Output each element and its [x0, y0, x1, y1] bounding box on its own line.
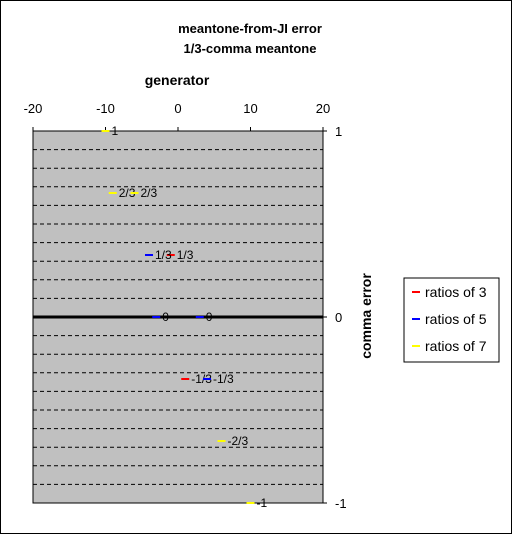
data-label: 1/3: [155, 248, 172, 262]
chart-subtitle: 1/3-comma meantone: [184, 41, 317, 56]
y-tick-label: 0: [335, 310, 342, 325]
y-axis-label: comma error: [358, 273, 374, 359]
data-label: 1: [112, 124, 119, 138]
data-label: -1: [257, 496, 268, 510]
legend-entry: ratios of 5: [425, 311, 487, 327]
data-label: -1/3: [213, 372, 234, 386]
x-tick-label: -10: [96, 101, 115, 116]
y-tick-label: 1: [335, 124, 342, 139]
legend-entry: ratios of 3: [425, 284, 487, 300]
legend: ratios of 3 ratios of 5 ratios of 7: [403, 277, 500, 363]
data-label: 2/3: [141, 186, 158, 200]
data-label: -1/3: [191, 372, 212, 386]
data-label: 1/3: [177, 248, 194, 262]
data-label: -2/3: [228, 434, 249, 448]
x-tick-label: 20: [316, 101, 330, 116]
data-label: 2/3: [119, 186, 136, 200]
y-ticks: 1 0 -1: [323, 124, 347, 511]
grid-lines: [33, 149, 323, 485]
data-label: 0: [206, 310, 213, 324]
legend-entry: ratios of 7: [425, 338, 487, 354]
x-tick-label: -20: [24, 101, 43, 116]
data-label: 0: [162, 310, 169, 324]
x-ticks: -20 -10 0 10 20: [24, 101, 330, 131]
x-tick-label: 0: [174, 101, 181, 116]
y-tick-label: -1: [335, 496, 347, 511]
x-axis-label: generator: [145, 72, 210, 88]
data-points: 1/3 -1/3 1/3 0 0 -1/3 1 2/3 2/3 -2/3 -1: [101, 124, 268, 510]
x-tick-label: 10: [243, 101, 257, 116]
chart-title: meantone-from-JI error: [178, 21, 322, 36]
